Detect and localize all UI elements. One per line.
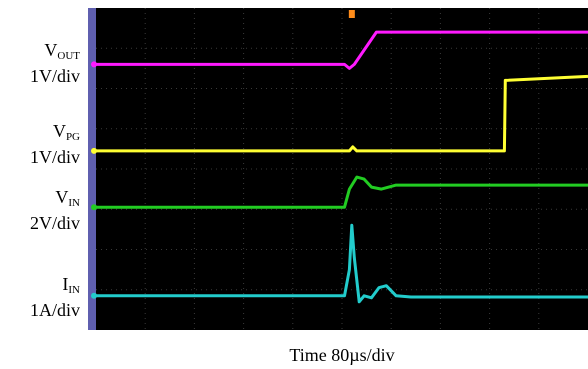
iin-channel-marker <box>91 292 97 299</box>
trigger-position-icon <box>348 10 355 18</box>
iin-scale: 1A/div <box>29 300 80 320</box>
vout-label-main: V <box>44 40 58 60</box>
vpg-label: VPG 1V/div <box>0 121 80 167</box>
trigger-marker <box>348 10 355 18</box>
vpg-label-main: V <box>52 121 66 141</box>
vout-channel-marker <box>91 61 97 68</box>
vpg-scale: 1V/div <box>29 147 80 167</box>
vout-scale: 1V/div <box>29 66 80 86</box>
vpg-label-sub: PG <box>65 131 80 143</box>
vpg-channel-marker <box>91 147 97 154</box>
vin-label-main: V <box>55 187 69 207</box>
vin-label-sub: IN <box>68 197 80 209</box>
vin-scale: 2V/div <box>29 213 80 233</box>
vin-channel-marker <box>91 204 97 211</box>
vout-trace <box>96 30 588 70</box>
iin-label: IIN 1A/div <box>0 274 80 320</box>
vin-trace <box>96 175 588 209</box>
oscilloscope-screen <box>88 8 588 330</box>
iin-label-sub: IN <box>68 284 80 296</box>
traces <box>96 30 588 304</box>
vpg-trace <box>96 74 588 153</box>
channel-markers <box>91 61 97 299</box>
iin-label-main: I <box>62 274 69 294</box>
vout-label: VOUT 1V/div <box>0 40 80 86</box>
vout-label-sub: OUT <box>57 50 80 62</box>
time-scale-label: Time 80µs/div <box>289 345 395 365</box>
vin-label: VIN 2V/div <box>0 187 80 233</box>
iin-trace <box>96 223 588 304</box>
